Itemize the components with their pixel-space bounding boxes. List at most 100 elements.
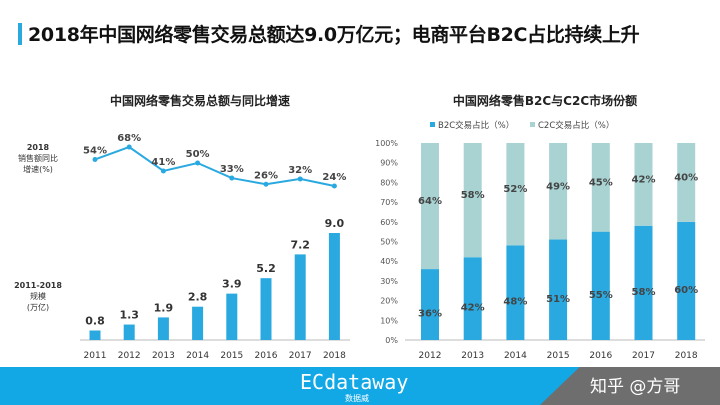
x-tick-label: 2013 (461, 351, 484, 361)
c2c-bar (463, 143, 482, 258)
c2c-bar (634, 143, 653, 226)
footer-logo-sub: 数据威 (345, 394, 369, 403)
x-tick-label: 2016 (255, 351, 278, 361)
x-tick-label: 2018 (675, 351, 698, 361)
x-tick-label: 2017 (289, 351, 312, 361)
x-tick-label: 2014 (504, 351, 527, 361)
scale-bar (260, 278, 272, 340)
growth-label: 50% (186, 149, 210, 160)
growth-label: 26% (254, 170, 278, 181)
growth-point (160, 168, 166, 174)
scale-bar (192, 306, 204, 340)
watermark: 知乎 @方哥 (590, 377, 681, 397)
growth-point (195, 160, 201, 166)
c2c-bar (591, 143, 610, 232)
c2c-label: 52% (503, 184, 527, 195)
c2c-bar (549, 143, 568, 240)
growth-point (126, 144, 132, 150)
y-tick-label: 80% (380, 178, 398, 187)
scale-label: 2.8 (188, 291, 208, 304)
b2c-label: 51% (546, 294, 570, 305)
growth-label: 68% (117, 133, 141, 144)
y-tick-label: 40% (380, 257, 398, 266)
growth-label: 54% (83, 145, 107, 156)
growth-label: 32% (288, 165, 312, 176)
scale-bar (328, 233, 340, 340)
b2c-label: 42% (461, 303, 485, 314)
scale-label: 3.9 (222, 278, 242, 291)
y-tick-label: 100% (375, 139, 398, 148)
scale-label: 7.2 (290, 238, 310, 251)
c2c-label: 45% (589, 177, 613, 188)
y-tick-label: 20% (380, 297, 398, 306)
line-axis-label: 2018 (27, 143, 50, 152)
c2c-label: 58% (461, 190, 485, 201)
growth-line (94, 145, 335, 188)
c2c-bar (677, 143, 696, 222)
growth-point (263, 181, 269, 187)
b2c-bar (421, 269, 439, 340)
b2c-label: 55% (589, 290, 613, 301)
page-title: 2018年中国网络零售交易总额达9.0万亿元；电商平台B2C占比持续上升 (28, 24, 640, 46)
legend-label-c2c: C2C交易占比（%） (538, 120, 614, 131)
legend-swatch-b2c (430, 122, 435, 127)
growth-label: 41% (151, 157, 175, 168)
bar-axis-label: (万亿) (27, 302, 49, 312)
left-chart-title: 中国网络零售交易总额与同比增速 (110, 93, 290, 108)
b2c-label: 58% (632, 287, 656, 298)
b2c-bar (677, 221, 696, 340)
c2c-bar (506, 143, 525, 246)
footer-logo: ECdataway (300, 370, 409, 394)
line-axis-label: 销售额同比 (18, 153, 58, 163)
bar-axis-label: 规模 (30, 291, 46, 301)
scale-label: 5.2 (256, 262, 276, 275)
scale-bar (89, 330, 101, 340)
growth-point (92, 156, 98, 162)
scale-bar (157, 317, 169, 340)
y-tick-label: 0% (385, 336, 398, 345)
growth-point (331, 183, 337, 189)
c2c-label: 40% (674, 172, 698, 183)
c2c-label: 64% (418, 196, 442, 207)
x-tick-label: 2011 (84, 351, 107, 361)
b2c-bar (463, 257, 482, 340)
scale-label: 9.0 (325, 217, 345, 230)
x-tick-label: 2018 (323, 351, 346, 361)
x-tick-label: 2014 (186, 351, 209, 361)
legend-swatch-c2c (530, 122, 535, 127)
bar-axis-label: 2011-2018 (14, 281, 62, 290)
scale-label: 1.3 (119, 309, 139, 322)
b2c-bar (549, 239, 568, 340)
y-tick-label: 50% (380, 238, 398, 247)
scale-bar (123, 324, 135, 340)
x-tick-label: 2012 (419, 351, 442, 361)
x-tick-label: 2012 (118, 351, 141, 361)
y-tick-label: 30% (380, 277, 398, 286)
x-tick-label: 2017 (632, 351, 655, 361)
b2c-label: 48% (503, 297, 527, 308)
scale-label: 1.9 (154, 301, 174, 314)
c2c-label: 42% (632, 174, 656, 185)
legend-label-b2c: B2C交易占比（%） (438, 120, 514, 131)
right-chart-title: 中国网络零售B2C与C2C市场份额 (453, 93, 637, 108)
line-axis-label: 增速(%) (23, 164, 53, 174)
y-tick-label: 10% (380, 316, 398, 325)
scale-label: 0.8 (85, 314, 105, 327)
growth-point (229, 175, 235, 181)
b2c-label: 60% (674, 285, 698, 296)
y-tick-label: 90% (380, 159, 398, 168)
y-tick-label: 70% (380, 198, 398, 207)
scale-bar (226, 293, 238, 340)
x-tick-label: 2013 (152, 351, 175, 361)
growth-label: 24% (322, 172, 346, 183)
b2c-bar (506, 245, 525, 340)
growth-point (297, 176, 303, 182)
title-accent-bar (18, 23, 22, 45)
b2c-bar (591, 231, 610, 340)
b2c-label: 36% (418, 309, 442, 320)
x-tick-label: 2015 (220, 351, 243, 361)
b2c-bar (634, 225, 653, 340)
x-tick-label: 2015 (547, 351, 570, 361)
c2c-label: 49% (546, 181, 570, 192)
